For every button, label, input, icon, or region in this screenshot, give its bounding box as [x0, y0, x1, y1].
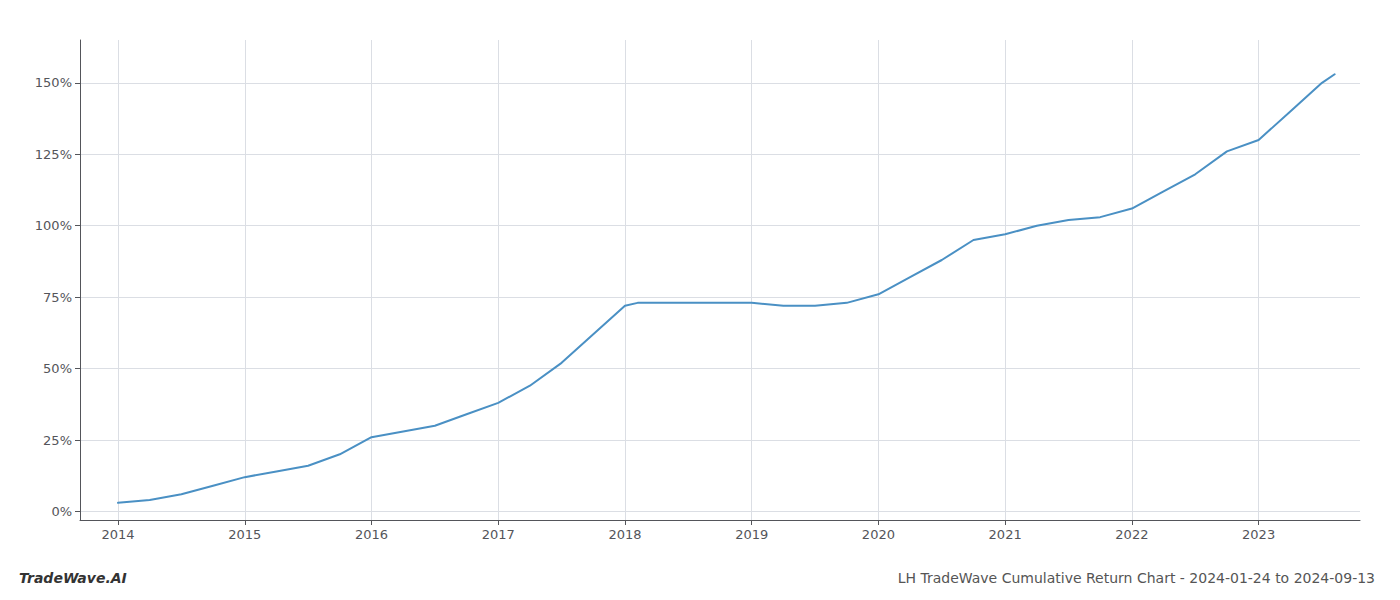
svg-text:2016: 2016 — [355, 527, 388, 542]
svg-text:2015: 2015 — [228, 527, 261, 542]
svg-text:2017: 2017 — [482, 527, 515, 542]
svg-text:150%: 150% — [35, 75, 72, 90]
svg-text:2014: 2014 — [101, 527, 134, 542]
svg-text:2021: 2021 — [989, 527, 1022, 542]
svg-text:2020: 2020 — [862, 527, 895, 542]
svg-text:125%: 125% — [35, 147, 72, 162]
svg-text:2022: 2022 — [1115, 527, 1148, 542]
svg-text:100%: 100% — [35, 218, 72, 233]
svg-text:50%: 50% — [43, 361, 72, 376]
svg-text:75%: 75% — [43, 290, 72, 305]
svg-text:2019: 2019 — [735, 527, 768, 542]
svg-text:2023: 2023 — [1242, 527, 1275, 542]
svg-text:25%: 25% — [43, 433, 72, 448]
svg-text:TradeWave.AI: TradeWave.AI — [19, 570, 127, 586]
svg-text:0%: 0% — [51, 504, 72, 519]
svg-text:LH TradeWave Cumulative Return: LH TradeWave Cumulative Return Chart - 2… — [898, 570, 1375, 586]
svg-text:2018: 2018 — [608, 527, 641, 542]
